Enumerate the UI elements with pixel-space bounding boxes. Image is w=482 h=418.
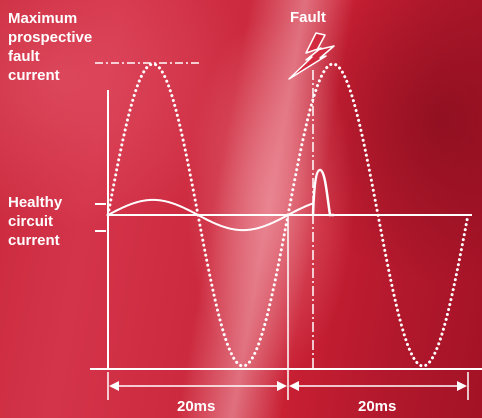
period-label-right: 20ms [358, 398, 397, 415]
period-arrowhead [277, 381, 287, 391]
healthy-label-line3: current [8, 232, 60, 249]
period-arrowhead [289, 381, 299, 391]
healthy-label-line2: circuit [8, 213, 54, 230]
healthy-label-line1: Healthy [8, 194, 63, 211]
healthy-current-wave [107, 198, 314, 232]
max-fault-label-line2: prospective [8, 29, 93, 46]
max-fault-label-line3: fault [8, 48, 40, 65]
lightning-bolt-icon [288, 32, 335, 80]
period-arrowhead [457, 381, 467, 391]
fault-current-spike [311, 168, 334, 217]
max-fault-label-line1: Maximum [8, 10, 78, 27]
fault-label: Fault [290, 9, 326, 26]
max-fault-label-line4: current [8, 67, 60, 84]
period-arrowhead [109, 381, 119, 391]
period-label-left: 20ms [177, 398, 216, 415]
